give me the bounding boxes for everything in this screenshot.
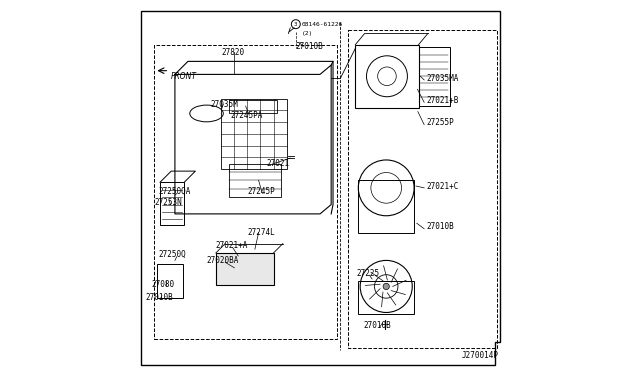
Bar	[157, 264, 183, 298]
Text: 27035MA: 27035MA	[426, 74, 458, 83]
Text: 27274L: 27274L	[248, 228, 275, 237]
Text: 27021+C: 27021+C	[426, 182, 458, 190]
Bar	[221, 99, 287, 169]
Text: 27021: 27021	[266, 159, 289, 168]
Bar	[216, 253, 273, 285]
Text: 3: 3	[294, 22, 298, 27]
Text: 27021+A: 27021+A	[216, 241, 248, 250]
Text: 27080: 27080	[152, 280, 175, 289]
Text: FRONT: FRONT	[170, 72, 196, 81]
Bar	[229, 164, 281, 197]
Text: 27250QA: 27250QA	[158, 187, 191, 196]
Bar	[358, 281, 414, 314]
Text: (2): (2)	[301, 31, 313, 36]
Text: 27035M: 27035M	[211, 100, 238, 109]
Text: 27020BA: 27020BA	[207, 256, 239, 265]
Text: 27010B: 27010B	[426, 222, 454, 231]
Bar	[358, 180, 414, 232]
Text: 27250Q: 27250Q	[158, 250, 186, 259]
Bar	[160, 182, 184, 225]
Text: 27010B: 27010B	[364, 321, 392, 330]
Text: 27255P: 27255P	[426, 118, 454, 127]
Text: 27010B: 27010B	[296, 42, 324, 51]
Bar	[229, 100, 277, 113]
Text: 27253N: 27253N	[154, 198, 182, 207]
Text: 27245P: 27245P	[248, 187, 275, 196]
Text: J270014P: J270014P	[461, 351, 499, 360]
Text: 27225: 27225	[356, 269, 380, 278]
Bar	[419, 46, 450, 106]
Circle shape	[383, 283, 389, 289]
Text: 27245PA: 27245PA	[231, 111, 263, 120]
Text: 08146-61226: 08146-61226	[301, 22, 342, 27]
Bar	[355, 45, 419, 108]
Text: 27021+B: 27021+B	[426, 96, 458, 105]
Text: 27820: 27820	[221, 48, 244, 57]
Bar	[154, 45, 337, 339]
Text: 27010B: 27010B	[146, 293, 173, 302]
